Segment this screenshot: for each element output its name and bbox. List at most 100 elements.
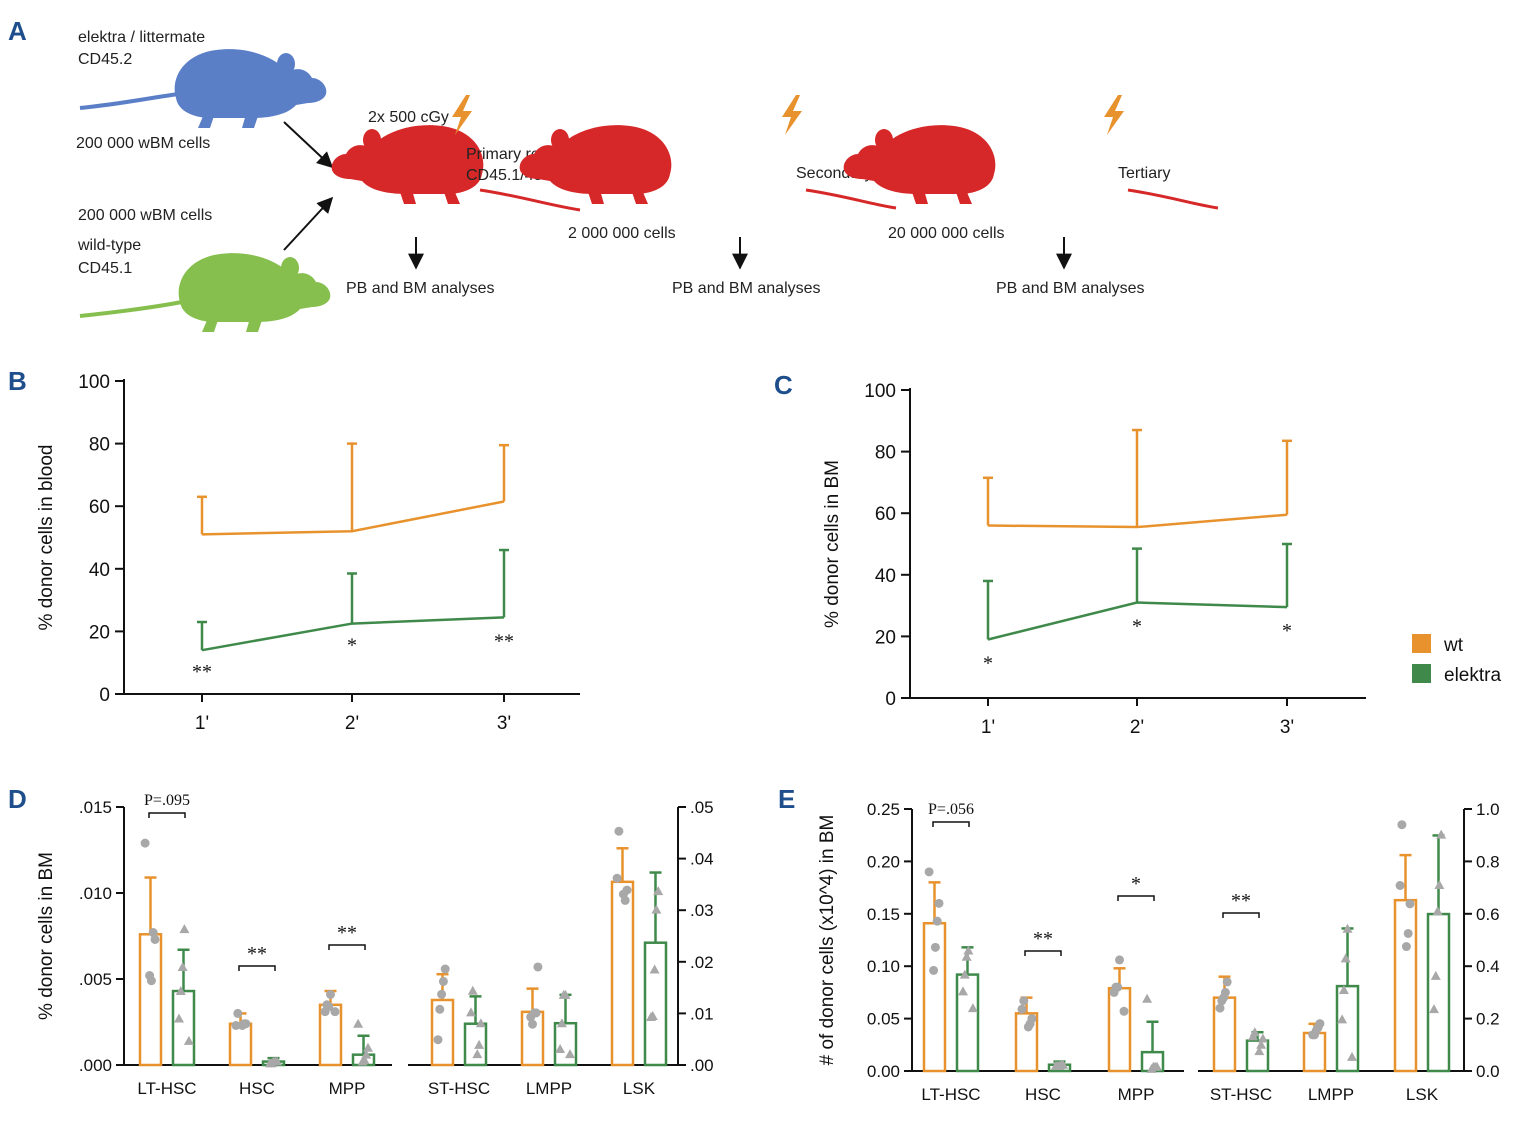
data-point-elektra [474, 1039, 485, 1049]
significance-label: * [347, 635, 357, 657]
y-tick-label: 100 [78, 372, 110, 393]
y-tick-label: 60 [89, 497, 110, 518]
mouse-primary-icon [331, 125, 581, 212]
panel-d-letter: D [8, 784, 27, 814]
data-point-elektra [467, 985, 478, 995]
right-y-tick-label: 0.0 [1476, 1062, 1500, 1081]
bar-wt [610, 880, 635, 1067]
data-point-elektra [363, 1042, 373, 1052]
x-tick-label: LT-HSC [921, 1085, 980, 1104]
right-y-tick-label: .02 [690, 953, 714, 972]
comparison-bracket [238, 965, 276, 971]
data-point-elektra [1256, 1039, 1267, 1049]
bar-elektra [171, 989, 196, 1067]
comparison-label: P=.056 [928, 801, 974, 818]
panel-c-letter: C [774, 370, 793, 400]
right-y-tick-label: 0.4 [1476, 957, 1500, 976]
data-point-wt [1115, 955, 1124, 965]
data-point-elektra [357, 1056, 368, 1066]
data-point-wt [326, 989, 335, 999]
comparison-bracket [1024, 950, 1062, 956]
legend-label-elektra: elektra [1444, 665, 1501, 686]
legend-swatch-wt [1412, 634, 1431, 653]
data-point-wt [231, 1020, 241, 1030]
y-tick-label: 20 [875, 627, 896, 648]
significance-label: * [1282, 620, 1292, 642]
data-point-wt [1403, 928, 1413, 938]
data-point-wt [140, 838, 150, 848]
y-axis-label: % donor cells in BM [822, 460, 843, 628]
comparison-label: ** [1033, 928, 1053, 950]
data-point-elektra [555, 1044, 566, 1054]
significance-label: * [983, 652, 993, 674]
x-tick-label: 2' [345, 713, 359, 734]
data-point-wt [438, 976, 448, 986]
right-y-tick-label: 0.2 [1476, 1010, 1500, 1029]
data-point-wt [320, 1007, 330, 1017]
x-tick-label: ST-HSC [1210, 1085, 1272, 1104]
y-tick-label: 80 [89, 435, 110, 456]
data-point-elektra [1429, 1004, 1439, 1014]
data-point-elektra [651, 904, 662, 914]
left-y-tick-label: 0.05 [867, 1010, 900, 1029]
data-point-elektra [967, 1003, 978, 1013]
data-point-wt [437, 989, 447, 999]
data-point-elektra [472, 1049, 483, 1059]
x-tick-label: HSC [1025, 1085, 1061, 1104]
x-tick-label: 1' [195, 713, 209, 734]
data-point-elektra [1340, 953, 1351, 963]
y-tick-label: 100 [864, 381, 896, 402]
data-point-elektra [1338, 985, 1349, 995]
data-point-wt [1397, 820, 1407, 830]
data-point-wt [924, 867, 934, 877]
data-point-wt [1109, 987, 1119, 997]
x-tick-label: ST-HSC [428, 1079, 490, 1098]
bar-elektra [643, 941, 668, 1067]
panel-a-letter: A [8, 16, 27, 46]
data-point-wt [237, 1020, 247, 1030]
bar-wt [228, 1022, 253, 1067]
data-point-elektra [959, 969, 970, 979]
x-tick-label: 3' [497, 713, 511, 734]
right-y-tick-label: 1.0 [1476, 800, 1500, 819]
data-point-elektra [649, 964, 660, 974]
comparison-label: * [1131, 873, 1141, 895]
x-tick-label: 3' [1280, 717, 1294, 738]
panel-e-letter: E [778, 784, 795, 814]
analysis-2-label: PB and BM analyses [672, 280, 821, 297]
arrow-donor-bottom [283, 196, 334, 251]
right-y-tick-label: .01 [690, 1004, 714, 1023]
chart-d: .000 .005 .010 .015 .00 .01 .02 .03 .04 .05 % dono… [36, 792, 714, 1098]
data-point-wt [330, 1007, 340, 1017]
legend: wt elektra [1412, 634, 1501, 686]
data-point-wt [1017, 1004, 1027, 1014]
comparison-label: ** [247, 943, 267, 965]
right-y-tick-label: 0.8 [1476, 852, 1500, 871]
data-point-elektra [556, 1018, 567, 1028]
donor-top-cd: CD45.2 [78, 51, 132, 68]
y-axis-label: # of donor cells (x10^4) in BM [817, 815, 838, 1066]
data-point-wt [934, 898, 944, 908]
right-y-tick-label: 0.6 [1476, 905, 1500, 924]
lightning-icon-2 [782, 95, 802, 135]
data-point-wt [145, 971, 155, 981]
data-point-wt [322, 1000, 332, 1010]
chart-e: 0.00 0.05 0.10 0.15 0.20 0.25 0.0 0.2 0.4 0.6 0.8 1… [817, 800, 1500, 1104]
data-point-wt [150, 934, 160, 944]
data-point-elektra [264, 1058, 275, 1068]
data-point-wt [1217, 996, 1227, 1006]
data-point-wt [929, 965, 939, 975]
data-point-wt [1222, 977, 1232, 987]
bar-elektra [553, 1021, 578, 1067]
y-tick-label: 40 [875, 566, 896, 587]
significance-label: * [1132, 616, 1142, 638]
mouse-blue-icon [79, 49, 327, 128]
data-point-wt [148, 928, 158, 938]
data-point-wt [1308, 1030, 1318, 1040]
data-point-elektra [1436, 829, 1447, 839]
bar-wt [1393, 898, 1418, 1073]
left-y-tick-label: 0.15 [867, 905, 900, 924]
data-point-wt [1395, 881, 1405, 891]
x-tick-label: 1' [981, 717, 995, 738]
data-point-elektra [1146, 1063, 1157, 1073]
